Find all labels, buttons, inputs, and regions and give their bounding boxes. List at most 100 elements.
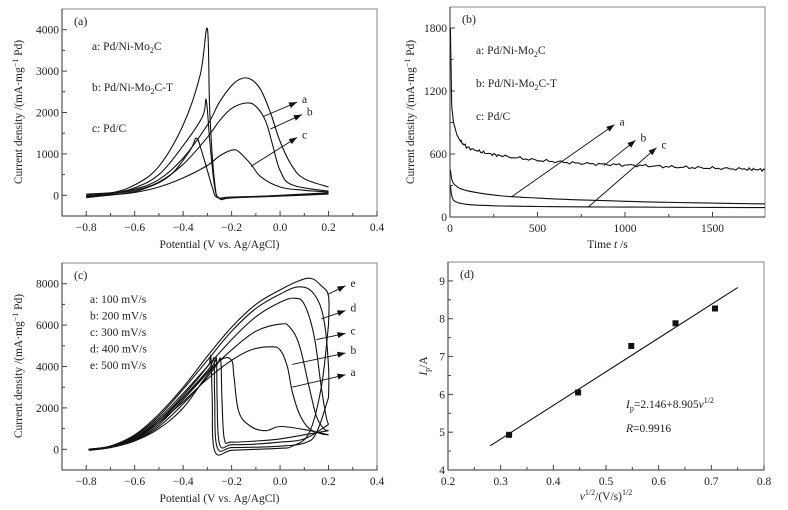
curve-a <box>449 27 766 173</box>
annotation-label-d: d <box>351 303 357 315</box>
x-tick-label: −0.6 <box>124 222 145 234</box>
x-tick-label: −0.4 <box>173 476 194 488</box>
y-tick-label: 6 <box>439 389 445 401</box>
curve-a-forward <box>86 77 329 195</box>
x-tick-label: 0.6 <box>651 476 666 488</box>
data-point <box>506 431 513 438</box>
y-tick-label: 4 <box>439 465 445 477</box>
x-tick-label: 0.8 <box>757 476 772 488</box>
curve-b-backward <box>86 98 329 200</box>
y-tick-label: 0 <box>441 212 447 224</box>
annotation-arrow <box>587 147 657 208</box>
x-tick-label: −0.2 <box>221 222 242 234</box>
y-tick-label: 7 <box>439 352 445 364</box>
fit-equation: Ip=2.146+8.905v1/2 <box>625 396 714 413</box>
annotation-arrow <box>250 136 298 167</box>
legend-entry: c: Pd/C <box>92 123 127 135</box>
x-tick-label: 0.4 <box>370 476 385 488</box>
arrow-head <box>648 147 657 156</box>
annotation-label-c: c <box>662 140 667 152</box>
y-tick-label: 3000 <box>36 66 59 78</box>
legend-entry: d: 400 mV/s <box>90 344 147 356</box>
curve-e-forward <box>88 277 330 450</box>
curve-c-backward <box>86 137 329 199</box>
y-tick-label: 2000 <box>36 108 59 120</box>
y-tick-label: 5 <box>439 427 445 439</box>
data-point <box>672 320 679 327</box>
panel-a-cv-catalysts: −0.8 −0.6 −0.4 −0.2 0.0 0.2 0.4 0 1000 2000 3000 40… <box>11 8 385 251</box>
legend-entry: a: Pd/Ni-Mo2C <box>92 41 162 55</box>
annotation-label-b: b <box>351 345 357 357</box>
annotation-arrow <box>292 374 346 388</box>
panel-label: (a) <box>74 14 87 28</box>
fit-line <box>489 287 738 447</box>
arrow-head <box>627 140 636 148</box>
plot-frame <box>447 261 765 471</box>
legend-entry: b: 200 mV/s <box>90 311 147 323</box>
legend-entry: a: Pd/Ni-Mo2C <box>476 45 546 59</box>
x-tick-label: 0.2 <box>321 476 336 488</box>
x-tick-label: 0 <box>447 223 453 235</box>
x-tick-label: 1500 <box>701 223 724 235</box>
y-tick-label: 8000 <box>36 279 59 291</box>
arrow-head <box>288 137 298 145</box>
x-tick-label: 0.4 <box>546 476 561 488</box>
y-axis-label: Current density /(mA·mg−1 Pd) <box>11 40 25 184</box>
annotation-label-c: c <box>302 129 307 141</box>
y-tick-label: 8 <box>439 314 445 326</box>
x-tick-label: 0.2 <box>441 476 456 488</box>
annotation-label-a: a <box>302 94 307 106</box>
curve-c <box>449 185 765 209</box>
y-axis-label: Ip/A <box>418 356 432 377</box>
correlation-coefficient: R=0.9916 <box>625 423 671 435</box>
annotation-label-c: c <box>351 325 356 337</box>
x-tick-label: −0.8 <box>76 476 97 488</box>
data-point <box>575 389 582 396</box>
y-tick-label: 9 <box>439 276 445 288</box>
x-axis-label: v1/2/(V/s)1/2 <box>580 488 632 503</box>
x-tick-label: 500 <box>529 223 547 235</box>
annotation-label-a: a <box>620 117 625 129</box>
panel-d-peak-current-fit: 0.2 0.3 0.4 0.5 0.6 0.7 0.8 4 5 6 7 8 9 (d) Ip=2.146+8… <box>418 261 772 503</box>
y-tick-label: 1000 <box>36 149 59 161</box>
y-tick-label: 1200 <box>424 86 447 98</box>
annotation-label-a: a <box>351 367 356 379</box>
panel-b-chronoamperometry: 0 500 1000 1500 0 600 1200 1800 (b) a b c a: Pd/Ni-M… <box>403 6 766 251</box>
curve-c-forward <box>88 297 330 450</box>
legend-entry: b: Pd/Ni-Mo2C-T <box>92 82 173 96</box>
x-tick-label: −0.4 <box>173 222 194 234</box>
x-tick-label: −0.8 <box>76 222 97 234</box>
legend-entry: b: Pd/Ni-Mo2C-T <box>476 78 557 92</box>
legend-entry: e: 500 mV/s <box>90 360 147 372</box>
panel-c-cv-scan-rates: −0.8 −0.6 −0.4 −0.2 0.0 0.2 0.4 0 2000 4000 6000 80… <box>11 262 385 505</box>
y-tick-label: 2000 <box>36 403 59 415</box>
x-axis-label: Potential (V vs. Ag/AgCl) <box>160 239 280 251</box>
x-tick-label: 0.0 <box>273 476 288 488</box>
x-tick-label: −0.2 <box>221 476 242 488</box>
x-tick-label: 0.0 <box>273 222 288 234</box>
annotation-label-e: e <box>351 278 356 290</box>
y-tick-label: 600 <box>430 149 448 161</box>
x-tick-label: 1000 <box>614 223 637 235</box>
curve-b-forward <box>86 102 329 196</box>
curve-d-forward <box>88 286 330 450</box>
curve-c-backward <box>88 357 329 451</box>
arrow-head <box>337 373 346 380</box>
arrow-head <box>288 102 298 109</box>
arrow-head <box>293 114 302 121</box>
y-tick-label: 4000 <box>36 25 59 37</box>
x-axis-label: Time t /s <box>587 239 628 251</box>
y-tick-label: 0 <box>53 190 59 202</box>
data-point <box>628 342 635 349</box>
curve-c-forward <box>86 149 329 197</box>
arrow-head <box>336 285 346 292</box>
arrow-head <box>606 124 615 132</box>
curve-a-backward <box>88 357 329 451</box>
legend-entry: c: Pd/C <box>476 111 511 123</box>
y-axis-label: Current density /(mA·mg−1 Pd) <box>403 40 417 184</box>
annotation-label-b: b <box>307 107 313 119</box>
x-tick-label: 0.5 <box>599 476 614 488</box>
x-tick-label: 0.4 <box>370 222 385 234</box>
curve-b-backward <box>88 357 329 451</box>
annotation-arrow <box>510 124 615 198</box>
